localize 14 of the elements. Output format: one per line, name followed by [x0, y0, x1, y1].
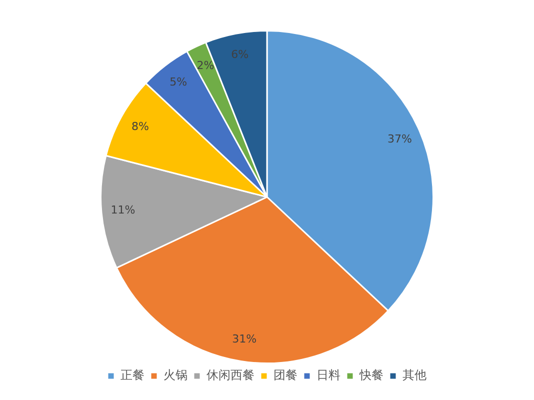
data-label: 31%: [232, 332, 257, 346]
data-label: 2%: [196, 58, 214, 72]
legend-label: 团餐: [274, 368, 298, 382]
legend-label: 其他: [402, 368, 426, 382]
legend-label: 休闲西餐: [206, 368, 254, 382]
legend-label: 火锅: [164, 368, 188, 382]
data-label: 5%: [170, 76, 188, 89]
data-label: 6%: [231, 48, 249, 61]
legend-label: 正餐: [120, 368, 144, 382]
legend-label: 快餐: [358, 368, 384, 382]
legend-label: 日料: [316, 368, 340, 382]
data-label: 11%: [110, 203, 136, 216]
data-label: 8%: [132, 120, 149, 134]
data-label: 37%: [388, 132, 412, 146]
